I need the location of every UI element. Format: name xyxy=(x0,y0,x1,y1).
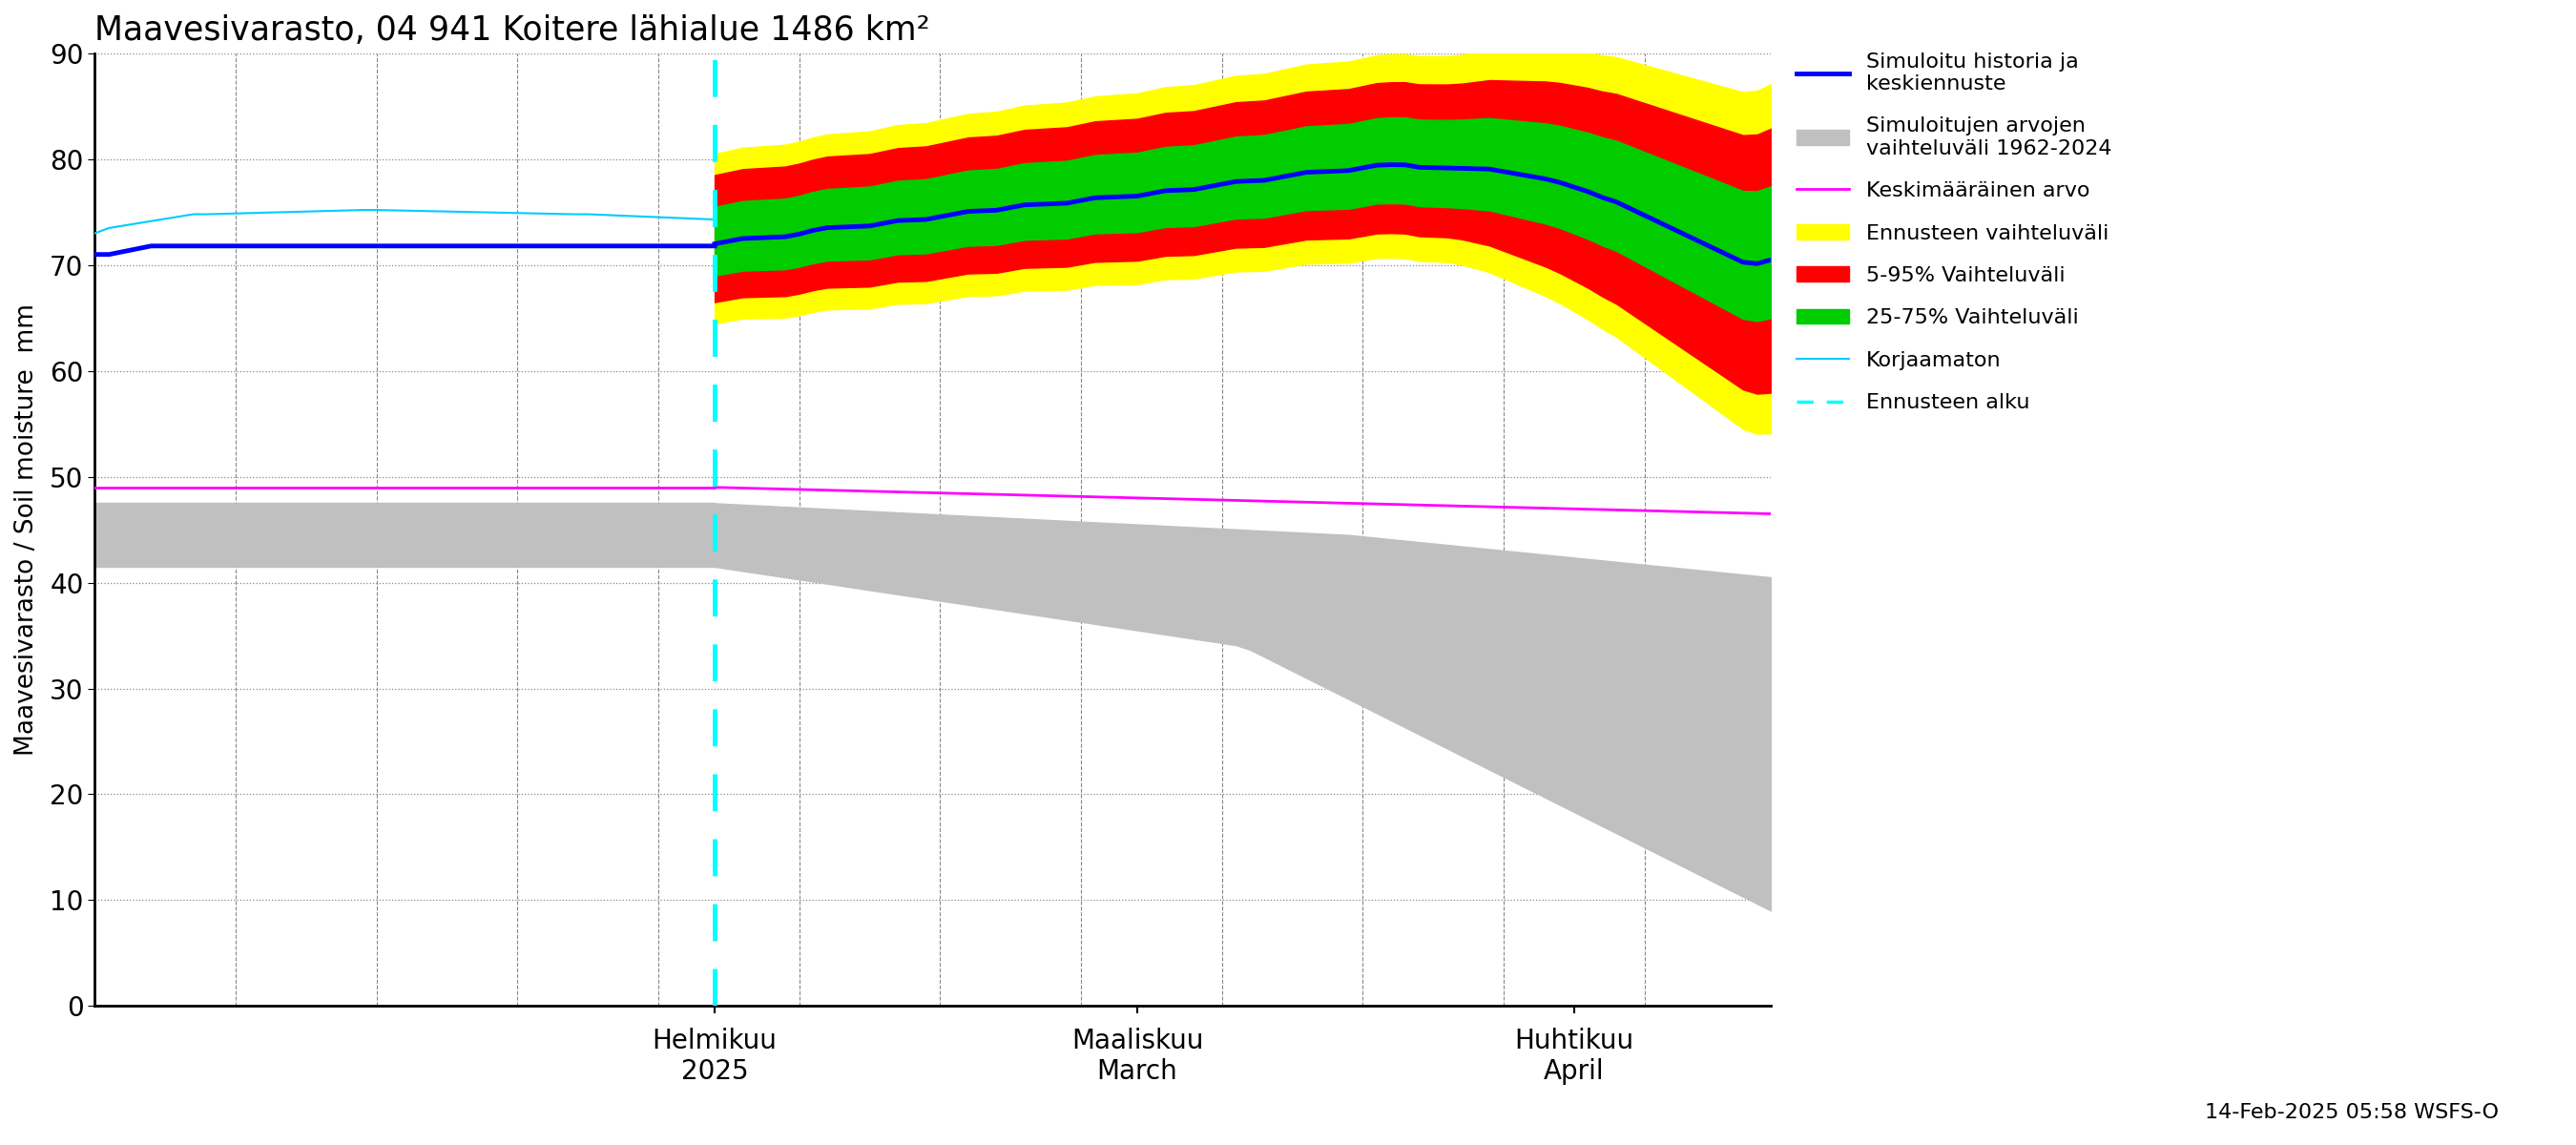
Y-axis label: Maavesivarasto / Soil moisture  mm: Maavesivarasto / Soil moisture mm xyxy=(15,303,39,756)
Text: Maavesivarasto, 04 941 Koitere lähialue 1486 km²: Maavesivarasto, 04 941 Koitere lähialue … xyxy=(95,14,930,47)
Text: 14-Feb-2025 05:58 WSFS-O: 14-Feb-2025 05:58 WSFS-O xyxy=(2205,1103,2499,1122)
Legend: Simuloitu historia ja
keskiennuste, Simuloitujen arvojen
vaihteluväli 1962-2024,: Simuloitu historia ja keskiennuste, Simu… xyxy=(1788,44,2120,421)
